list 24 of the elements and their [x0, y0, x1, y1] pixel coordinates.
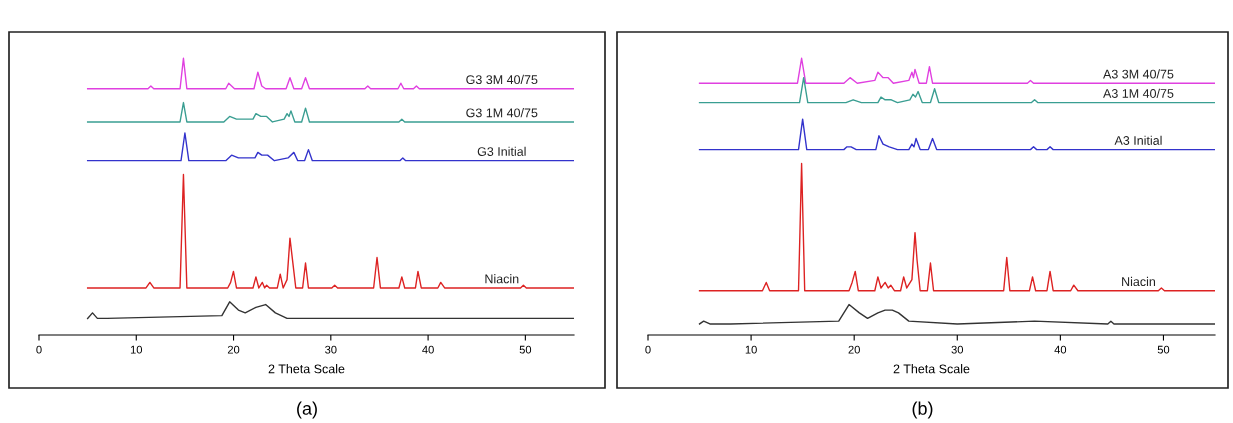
x-axis-title: 2 Theta Scale — [268, 364, 345, 374]
series-label: Niacin — [485, 274, 519, 284]
x-tick-label: 30 — [325, 345, 337, 354]
x-tick-label: 0 — [36, 345, 42, 354]
series-label: G3 3M 40/75 — [466, 74, 538, 85]
x-tick-label: 20 — [227, 345, 240, 354]
x-tick-label: 40 — [1054, 345, 1067, 354]
x-tick-label: 10 — [745, 345, 757, 354]
text: (b) — [912, 401, 933, 419]
series-label: A3 1M 40/75 — [1103, 88, 1174, 98]
series-label: A3 Initial — [1114, 135, 1162, 145]
x-tick-label: 20 — [848, 345, 860, 354]
x-tick-label: 50 — [1157, 345, 1170, 354]
text: (a) — [297, 401, 317, 419]
x-tick-label: 10 — [130, 345, 143, 354]
x-tick-label: 50 — [519, 345, 532, 354]
x-tick-label: 30 — [951, 345, 964, 354]
x-tick-label: 40 — [422, 345, 434, 354]
series-label: Niacin — [1122, 276, 1156, 287]
series-label: G3 1M 40/75 — [466, 108, 538, 118]
series-label: G3 Initial — [477, 146, 526, 156]
x-tick-label: 0 — [645, 345, 651, 354]
x-axis-title: 2 Theta Scale — [893, 364, 970, 374]
series-label: A3 3M 40/75 — [1103, 69, 1174, 79]
